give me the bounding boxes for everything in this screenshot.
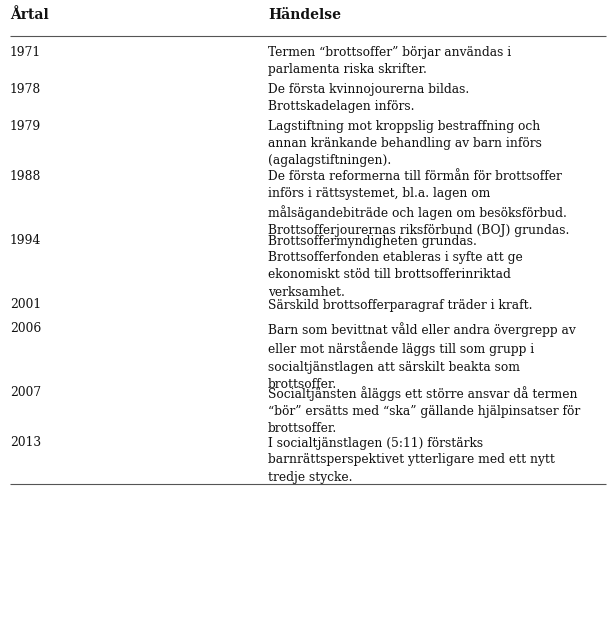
Text: 2006: 2006 [10, 322, 41, 335]
Text: 2001: 2001 [10, 299, 41, 311]
Text: 1994: 1994 [10, 235, 41, 247]
Text: 2007: 2007 [10, 386, 41, 399]
Text: Särskild brottsofferparagraf träder i kraft.: Särskild brottsofferparagraf träder i kr… [268, 299, 532, 311]
Text: Lagstiftning mot kroppslig bestraffning och
annan kränkande behandling av barn i: Lagstiftning mot kroppslig bestraffning … [268, 120, 542, 167]
Text: Termen “brottsoffer” börjar användas i
parlamenta riska skrifter.: Termen “brottsoffer” börjar användas i p… [268, 46, 511, 76]
Text: Barn som bevittnat våld eller andra övergrepp av
eller mot närstående läggs till: Barn som bevittnat våld eller andra över… [268, 322, 576, 391]
Text: Händelse: Händelse [268, 8, 341, 22]
Text: 1988: 1988 [10, 170, 41, 184]
Text: Årtal: Årtal [10, 8, 49, 22]
Text: Socialtjänsten åläggs ett större ansvar då termen
“bör” ersätts med “ska” gällan: Socialtjänsten åläggs ett större ansvar … [268, 386, 580, 435]
Text: 1979: 1979 [10, 120, 41, 133]
Text: 1971: 1971 [10, 46, 41, 59]
Text: De första reformerna till förmån för brottsoffer
införs i rättsystemet, bl.a. la: De första reformerna till förmån för bro… [268, 170, 569, 237]
Text: De första kvinnojourerna bildas.
Brottskadelagen införs.: De första kvinnojourerna bildas. Brottsk… [268, 83, 469, 113]
Text: I socialtjänstlagen (5:11) förstärks
barnrättsperspektivet ytterligare med ett n: I socialtjänstlagen (5:11) förstärks bar… [268, 437, 555, 484]
Text: 1978: 1978 [10, 83, 41, 96]
Text: 2013: 2013 [10, 437, 41, 450]
Text: Brottsoffermyndigheten grundas.
Brottsofferfonden etableras i syfte att ge
ekono: Brottsoffermyndigheten grundas. Brottsof… [268, 235, 523, 299]
